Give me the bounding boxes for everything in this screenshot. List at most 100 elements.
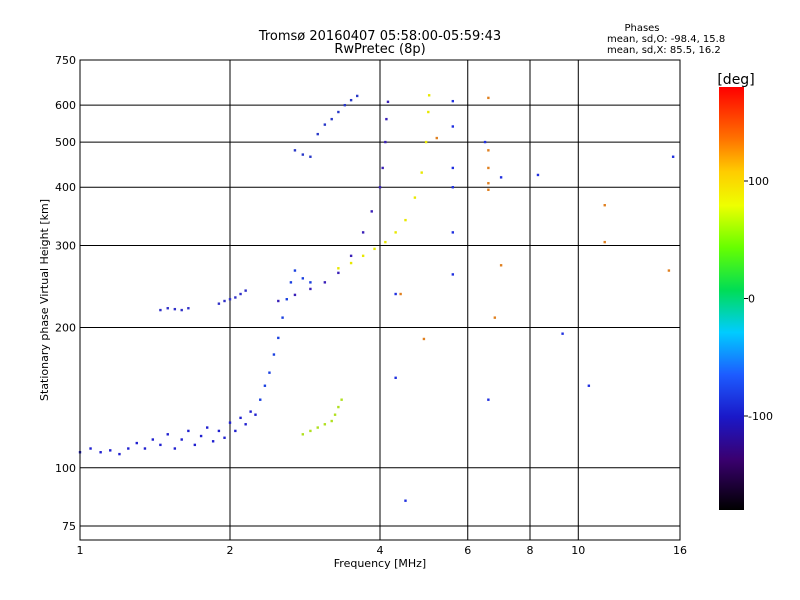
data-point bbox=[127, 447, 130, 450]
data-point bbox=[671, 155, 675, 158]
x-axis-label: Frequency [MHz] bbox=[334, 557, 426, 570]
colorbar-label: [deg] bbox=[717, 72, 754, 88]
stats-heading: Phases bbox=[624, 23, 659, 34]
data-point bbox=[211, 440, 215, 443]
data-point bbox=[323, 281, 327, 284]
data-point bbox=[285, 298, 288, 301]
x-tick-label: 16 bbox=[673, 544, 687, 557]
data-point bbox=[451, 99, 455, 103]
y-tick-label: 500 bbox=[55, 136, 76, 149]
data-point bbox=[394, 376, 397, 380]
data-point bbox=[404, 218, 407, 222]
data-point bbox=[173, 307, 177, 311]
data-point bbox=[187, 307, 190, 310]
data-point bbox=[487, 182, 490, 185]
data-point bbox=[301, 433, 305, 436]
data-point bbox=[205, 426, 209, 429]
data-point bbox=[337, 271, 340, 275]
data-point bbox=[309, 429, 312, 433]
data-point bbox=[603, 204, 606, 207]
data-point bbox=[159, 443, 162, 447]
colorbar-tick-label: -100 bbox=[748, 410, 773, 423]
grid bbox=[79, 59, 681, 540]
data-point bbox=[427, 110, 430, 114]
data-point bbox=[385, 117, 388, 121]
data-point bbox=[384, 140, 387, 144]
data-point bbox=[451, 273, 455, 276]
x-tick-label: 4 bbox=[377, 544, 384, 557]
data-points bbox=[78, 94, 675, 502]
y-tick-label: 100 bbox=[55, 462, 76, 475]
data-point bbox=[223, 299, 226, 303]
data-point bbox=[193, 443, 197, 447]
data-point bbox=[394, 231, 397, 234]
data-point bbox=[289, 281, 293, 284]
data-point bbox=[561, 332, 564, 335]
data-point bbox=[424, 140, 428, 144]
data-point bbox=[135, 441, 138, 445]
data-point bbox=[309, 287, 312, 291]
data-point bbox=[166, 307, 169, 310]
data-point bbox=[499, 176, 503, 179]
data-point bbox=[89, 447, 92, 450]
data-point bbox=[499, 264, 503, 267]
data-point bbox=[228, 298, 232, 301]
data-point bbox=[268, 371, 271, 374]
data-point bbox=[330, 117, 333, 121]
data-point bbox=[337, 267, 340, 270]
data-point bbox=[180, 438, 183, 441]
data-point bbox=[378, 186, 382, 189]
chart-subtitle: RwPretec (8p) bbox=[334, 42, 425, 57]
data-point bbox=[323, 423, 327, 426]
x-axis-ticks: 1 2 4 6 8 10 16 bbox=[77, 544, 688, 557]
data-point bbox=[151, 438, 155, 441]
data-point bbox=[370, 210, 373, 213]
x-tick-label: 8 bbox=[527, 544, 534, 557]
data-point bbox=[199, 434, 203, 438]
data-point bbox=[263, 384, 267, 387]
data-point bbox=[301, 277, 305, 280]
data-point bbox=[333, 413, 337, 416]
data-point bbox=[166, 433, 169, 436]
data-point bbox=[435, 136, 438, 140]
data-point bbox=[386, 100, 390, 104]
stats-line-x: mean, sd,X: 85.5, 16.2 bbox=[607, 45, 721, 56]
data-point bbox=[99, 451, 102, 454]
data-point bbox=[384, 240, 387, 244]
data-point bbox=[603, 240, 606, 244]
y-tick-label: 300 bbox=[55, 239, 76, 252]
data-point bbox=[667, 269, 671, 272]
data-point bbox=[293, 269, 297, 272]
y-tick-label: 600 bbox=[55, 99, 76, 112]
data-point bbox=[244, 289, 247, 292]
data-point bbox=[159, 308, 162, 312]
data-point bbox=[349, 254, 353, 258]
y-tick-label: 750 bbox=[55, 54, 76, 67]
data-point bbox=[143, 447, 147, 450]
data-point bbox=[536, 173, 540, 177]
data-point bbox=[228, 421, 232, 424]
x-tick-label: 2 bbox=[227, 544, 234, 557]
data-point bbox=[340, 398, 343, 401]
data-point bbox=[422, 337, 426, 341]
data-point bbox=[217, 302, 221, 305]
data-point bbox=[239, 292, 242, 296]
data-point bbox=[451, 231, 455, 234]
data-point bbox=[223, 436, 226, 439]
data-point bbox=[118, 452, 121, 456]
data-point bbox=[109, 449, 112, 452]
data-point bbox=[413, 196, 417, 199]
data-point bbox=[249, 410, 252, 413]
data-point bbox=[180, 308, 183, 312]
colorbar-tick-label: 100 bbox=[748, 175, 769, 188]
data-point bbox=[427, 94, 431, 97]
y-axis-ticks: 75 100 200 300 400 500 600 750 bbox=[55, 54, 76, 533]
data-point bbox=[361, 231, 365, 234]
data-point bbox=[487, 398, 490, 401]
data-point bbox=[337, 405, 340, 409]
colorbar-tick-label: 0 bbox=[748, 293, 755, 306]
data-point bbox=[323, 123, 327, 126]
data-point bbox=[272, 353, 276, 356]
data-point bbox=[451, 186, 455, 189]
